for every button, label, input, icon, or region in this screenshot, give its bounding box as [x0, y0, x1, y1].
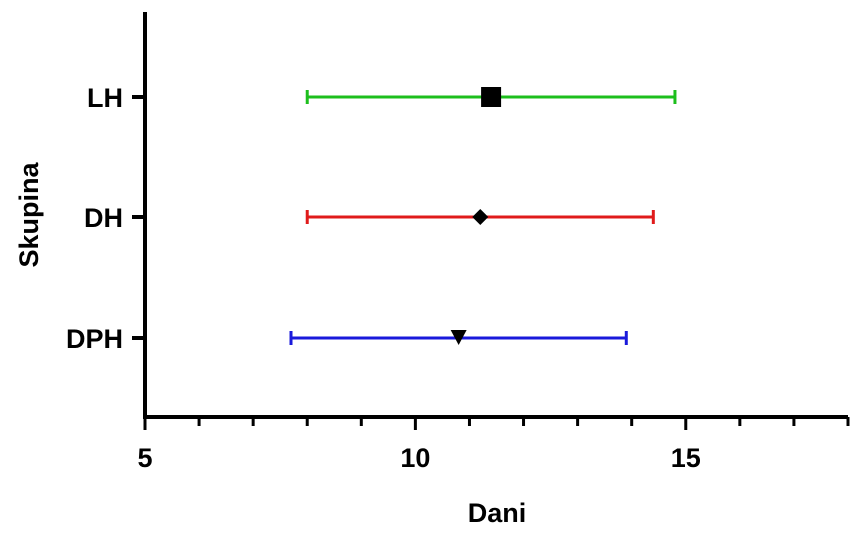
x-tick-label: 10 [400, 443, 430, 473]
x-tick-label: 15 [671, 443, 701, 473]
data-marks [289, 87, 677, 345]
series-dph [289, 330, 628, 345]
y-tick-label: DH [84, 203, 123, 233]
y-tick-label: DPH [66, 324, 123, 354]
mean-marker-diamond [472, 209, 489, 225]
x-tick-label: 5 [137, 443, 152, 473]
series-dh [305, 209, 655, 225]
y-tick-label: LH [87, 83, 123, 113]
series-lh [305, 87, 677, 107]
mean-marker-triangle [450, 330, 467, 345]
y-axis-label: Skupina [14, 162, 44, 268]
axes: 5 10 15 LH DH DPH [66, 12, 850, 473]
mean-marker-square [481, 87, 502, 107]
x-axis-label: Dani [468, 498, 527, 528]
